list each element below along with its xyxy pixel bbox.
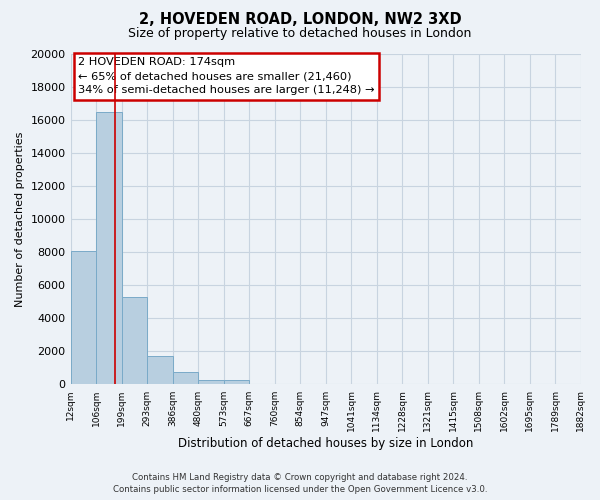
Text: Size of property relative to detached houses in London: Size of property relative to detached ho… xyxy=(128,28,472,40)
Text: 2, HOVEDEN ROAD, LONDON, NW2 3XD: 2, HOVEDEN ROAD, LONDON, NW2 3XD xyxy=(139,12,461,28)
Bar xyxy=(96,112,122,384)
X-axis label: Distribution of detached houses by size in London: Distribution of detached houses by size … xyxy=(178,437,473,450)
Bar xyxy=(173,372,198,384)
Bar xyxy=(198,380,224,384)
Bar xyxy=(71,250,96,384)
Bar xyxy=(147,356,173,384)
Bar xyxy=(122,297,147,384)
Y-axis label: Number of detached properties: Number of detached properties xyxy=(15,132,25,307)
Text: 2 HOVEDEN ROAD: 174sqm
← 65% of detached houses are smaller (21,460)
34% of semi: 2 HOVEDEN ROAD: 174sqm ← 65% of detached… xyxy=(78,58,374,96)
Text: Contains HM Land Registry data © Crown copyright and database right 2024.
Contai: Contains HM Land Registry data © Crown c… xyxy=(113,472,487,494)
Bar xyxy=(224,380,249,384)
